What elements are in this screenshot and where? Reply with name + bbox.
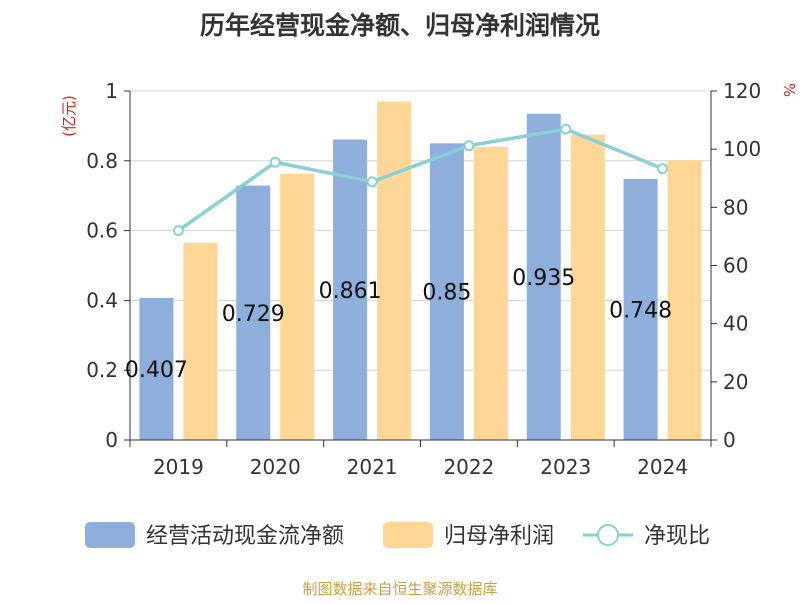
ratio-point <box>463 140 475 152</box>
ratio-point <box>657 163 669 175</box>
x-tick-label: 2023 <box>540 455 591 479</box>
axes: 0 0.2 0.4 0.6 0.8 1 0 20 40 60 80 100 120 2019 2020 202… <box>60 79 798 479</box>
y-right-tick-label: 120 <box>723 79 761 103</box>
legend-label: 归母净利润 <box>444 524 554 549</box>
bar-cashflow <box>429 143 464 440</box>
bar-cashflow <box>623 178 658 440</box>
bar-net-profit <box>377 101 412 440</box>
y-right-tick-label: 20 <box>723 370 748 394</box>
grid-lines <box>130 90 711 371</box>
y-left-tick-label: 0.8 <box>86 149 118 173</box>
bar-net-profit <box>280 173 315 440</box>
chart-title: 历年经营现金净额、归母净利润情况 <box>200 11 600 40</box>
bar-net-profit <box>667 160 702 441</box>
bar-cashflow <box>333 139 368 441</box>
legend-label: 净现比 <box>644 524 710 549</box>
ratio-point <box>172 225 184 237</box>
y-left-axis-label: (亿元) <box>60 95 78 137</box>
legend: 经营活动现金流净额 归母净利润 净现比 <box>85 522 710 549</box>
y-right-tick-label: 40 <box>723 312 748 336</box>
y-left-tick-label: 0.4 <box>86 288 118 312</box>
y-right-tick-label: 0 <box>723 428 736 452</box>
legend-swatch <box>85 522 135 548</box>
x-tick-label: 2021 <box>347 455 398 479</box>
ratio-point <box>366 176 378 188</box>
y-left-tick-label: 0.2 <box>86 358 118 382</box>
data-label: 0.861 <box>319 279 382 304</box>
y-right-axis-label: % <box>780 83 798 97</box>
legend-marker <box>597 524 619 546</box>
x-tick-label: 2019 <box>153 455 204 479</box>
bar-cashflow <box>526 113 561 440</box>
source-note: 制图数据来自恒生聚源数据库 <box>302 580 497 598</box>
bar-cashflow <box>236 185 271 440</box>
x-tick-label: 2020 <box>250 455 301 479</box>
data-label: 0.407 <box>125 358 188 383</box>
data-labels: 0.407 0.729 0.861 0.85 0.935 0.748 <box>125 266 672 383</box>
bar-net-profit <box>183 242 218 440</box>
legend-swatch <box>383 522 433 548</box>
data-label: 0.748 <box>609 298 672 323</box>
ratio-line <box>172 123 669 237</box>
y-right-tick-label: 60 <box>723 254 748 278</box>
ratio-line-path <box>177 127 664 233</box>
data-label: 0.85 <box>422 281 471 306</box>
y-left-tick-label: 1 <box>105 79 118 103</box>
data-label: 0.729 <box>222 302 285 327</box>
x-tick-label: 2024 <box>637 455 688 479</box>
bars <box>139 101 702 441</box>
ratio-point <box>560 123 572 135</box>
bar-cashflow <box>139 297 174 440</box>
ratio-point <box>269 156 281 168</box>
bar-net-profit <box>570 134 605 440</box>
data-label: 0.935 <box>512 266 575 291</box>
y-right-tick-label: 80 <box>723 195 748 219</box>
x-tick-label: 2022 <box>443 455 494 479</box>
bar-net-profit <box>473 146 508 440</box>
y-right-tick-label: 100 <box>723 137 761 161</box>
legend-label: 经营活动现金流净额 <box>146 524 344 549</box>
y-left-tick-label: 0 <box>105 428 118 452</box>
y-left-tick-label: 0.6 <box>86 219 118 243</box>
